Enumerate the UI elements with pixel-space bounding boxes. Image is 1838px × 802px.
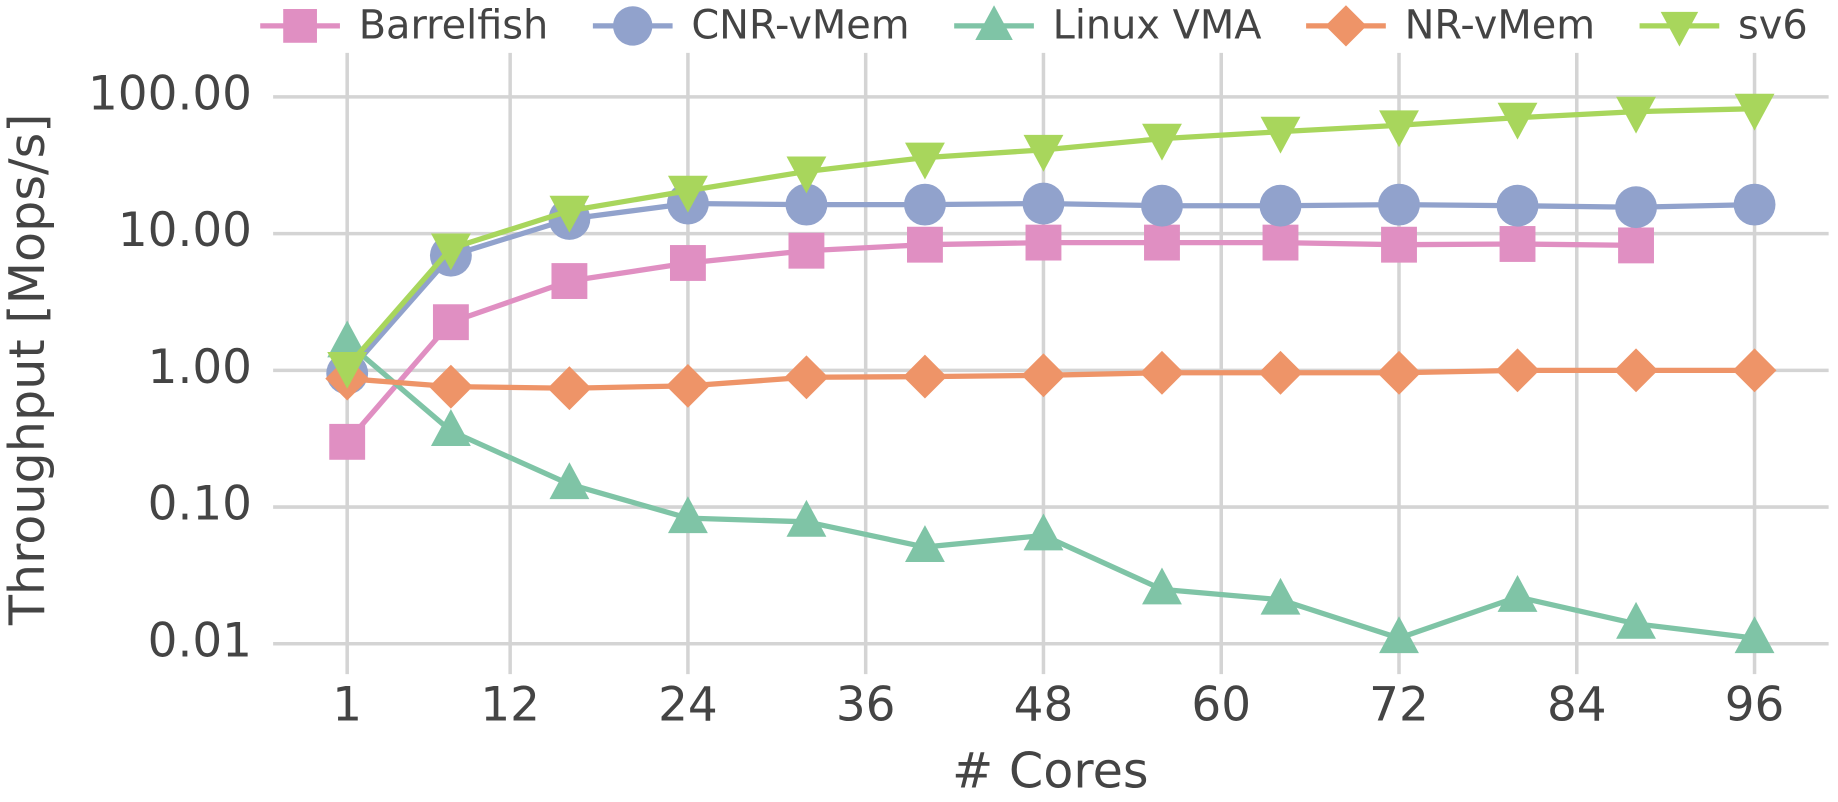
marker: [666, 363, 710, 408]
marker: [788, 232, 825, 269]
legend-label: CNR-vMem: [691, 3, 909, 49]
marker: [667, 175, 708, 213]
marker: [785, 183, 828, 226]
legend-label: sv6: [1738, 3, 1808, 49]
marker: [1499, 226, 1536, 262]
y-tick-label: 1.00: [148, 340, 252, 395]
marker: [1616, 96, 1656, 134]
marker: [432, 304, 469, 341]
y-tick-label: 10.00: [118, 203, 252, 258]
marker: [667, 496, 708, 534]
x-tick-label: 12: [480, 678, 540, 733]
y-tick-label: 0.01: [148, 613, 252, 668]
marker: [1023, 134, 1064, 172]
marker: [1378, 183, 1420, 226]
marker: [786, 156, 827, 194]
marker: [1262, 224, 1299, 261]
series-line: [345, 239, 1637, 444]
x-tick-label: 60: [1191, 678, 1251, 733]
marker: [1381, 226, 1417, 263]
x-tick-label: 36: [836, 678, 896, 733]
marker: [283, 9, 317, 43]
marker: [975, 5, 1013, 40]
y-tick-label: 0.10: [148, 477, 252, 532]
marker: [1616, 601, 1656, 639]
marker: [1496, 184, 1539, 227]
x-axis-label: # Cores: [952, 741, 1148, 799]
marker: [903, 354, 947, 399]
marker: [1144, 224, 1180, 261]
marker: [1377, 350, 1421, 395]
marker: [1141, 184, 1183, 227]
marker: [1495, 348, 1540, 393]
marker: [1497, 102, 1538, 140]
marker: [786, 499, 827, 537]
legend-label: Linux VMA: [1053, 3, 1262, 49]
marker: [1614, 348, 1658, 393]
legend-label: NR-vMem: [1405, 3, 1595, 49]
marker: [1733, 183, 1776, 226]
marker: [547, 366, 592, 411]
marker: [430, 409, 471, 446]
marker: [1025, 224, 1062, 261]
y-tick-label: 100.00: [88, 66, 252, 121]
marker: [1023, 513, 1064, 551]
marker: [549, 195, 590, 233]
marker: [1732, 348, 1777, 393]
legend-label: Barrelfish: [359, 3, 549, 49]
x-tick-label: 48: [1014, 678, 1074, 733]
marker: [1022, 182, 1065, 225]
marker: [1379, 110, 1419, 148]
x-tick-label: 72: [1369, 678, 1429, 733]
legend-item: sv6: [1639, 3, 1808, 49]
marker: [1734, 616, 1775, 654]
marker: [327, 351, 368, 389]
y-axis-label: Throughput [Mops/s]: [0, 114, 56, 627]
marker: [1260, 116, 1301, 154]
marker: [905, 142, 945, 180]
marker: [907, 226, 943, 263]
marker: [1259, 184, 1302, 227]
x-tick-label: 24: [658, 678, 718, 733]
marker: [1379, 616, 1419, 654]
marker: [1260, 577, 1301, 615]
marker: [613, 6, 653, 46]
legend-item: NR-vMem: [1306, 3, 1595, 49]
marker: [1497, 575, 1538, 612]
marker: [1615, 186, 1657, 229]
marker: [551, 263, 588, 299]
marker: [1258, 350, 1303, 395]
marker: [904, 183, 946, 226]
marker: [1142, 567, 1182, 605]
marker: [430, 233, 471, 271]
marker: [669, 245, 706, 281]
legend-item: Barrelfish: [260, 3, 548, 49]
marker: [1325, 5, 1367, 47]
marker: [549, 462, 590, 500]
marker: [329, 423, 366, 460]
marker: [905, 525, 945, 562]
x-tick-label: 1: [332, 678, 362, 733]
legend-item: CNR-vMem: [592, 3, 910, 49]
marker: [784, 355, 829, 400]
legend-item: Linux VMA: [954, 3, 1262, 49]
marker: [1142, 123, 1182, 161]
x-tick-label: 96: [1725, 678, 1785, 733]
marker: [1021, 353, 1066, 398]
marker: [1140, 350, 1184, 395]
marker: [1734, 93, 1775, 131]
marker: [327, 320, 368, 358]
marker: [1660, 11, 1699, 47]
x-tick-label: 84: [1547, 678, 1607, 733]
marker: [1618, 227, 1654, 264]
